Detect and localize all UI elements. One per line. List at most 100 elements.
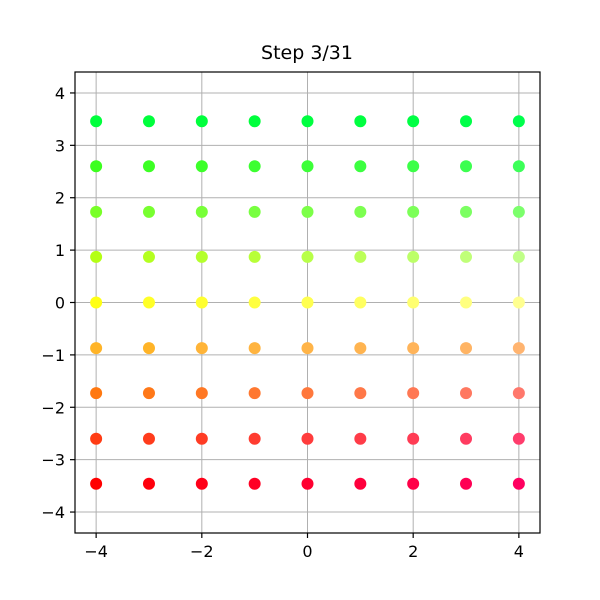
y-tick-label: −4 <box>41 503 65 522</box>
data-point <box>354 477 367 490</box>
data-point <box>407 296 420 309</box>
y-tick-label: −2 <box>41 398 65 417</box>
data-point <box>460 387 473 400</box>
data-point <box>301 115 314 128</box>
data-point <box>301 432 314 445</box>
x-tick-label: −4 <box>84 542 108 561</box>
data-point <box>407 205 420 218</box>
data-point <box>248 115 261 128</box>
data-point <box>142 477 155 490</box>
data-point <box>248 342 261 355</box>
data-point <box>407 250 420 263</box>
data-point <box>354 432 367 445</box>
data-point <box>512 205 525 218</box>
data-point <box>248 432 261 445</box>
data-point <box>142 115 155 128</box>
data-point <box>90 250 103 263</box>
y-tick-label: −3 <box>41 451 65 470</box>
data-point <box>142 432 155 445</box>
x-tick-label: 2 <box>408 542 418 561</box>
data-point <box>90 115 103 128</box>
y-axis: −4 −3 −2 −1 0 1 2 3 4 <box>41 84 75 522</box>
data-point <box>142 387 155 400</box>
x-tick-label: 0 <box>302 542 312 561</box>
data-point <box>248 205 261 218</box>
data-point <box>407 387 420 400</box>
data-point <box>142 205 155 218</box>
data-point <box>460 296 473 309</box>
data-point <box>90 342 103 355</box>
y-tick-label: 4 <box>55 84 65 103</box>
y-tick-label: 3 <box>55 136 65 155</box>
x-tick-label: 4 <box>514 542 524 561</box>
data-point <box>512 250 525 263</box>
data-point <box>248 387 261 400</box>
data-point <box>407 342 420 355</box>
data-point <box>90 296 103 309</box>
data-point <box>195 250 208 263</box>
data-point <box>90 432 103 445</box>
data-point <box>512 296 525 309</box>
data-point <box>460 342 473 355</box>
data-point <box>354 115 367 128</box>
data-point <box>195 387 208 400</box>
x-tick-label: −2 <box>190 542 214 561</box>
y-tick-label: 2 <box>55 189 65 208</box>
data-point <box>460 160 473 173</box>
data-point <box>460 205 473 218</box>
data-point <box>142 250 155 263</box>
data-point <box>460 432 473 445</box>
data-point <box>354 342 367 355</box>
data-point <box>301 296 314 309</box>
data-point <box>354 205 367 218</box>
data-point <box>142 296 155 309</box>
data-point <box>142 160 155 173</box>
data-point <box>407 160 420 173</box>
data-point <box>195 432 208 445</box>
y-tick-label: 0 <box>55 294 65 313</box>
data-point <box>301 387 314 400</box>
data-point <box>460 250 473 263</box>
data-point <box>407 115 420 128</box>
data-point <box>248 477 261 490</box>
data-point <box>195 477 208 490</box>
data-point <box>460 477 473 490</box>
data-point <box>301 160 314 173</box>
data-point <box>354 160 367 173</box>
data-point <box>195 115 208 128</box>
data-point <box>512 432 525 445</box>
data-point <box>301 477 314 490</box>
y-tick-label: 1 <box>55 241 65 260</box>
y-tick-label: −1 <box>41 346 65 365</box>
data-point <box>354 250 367 263</box>
data-point <box>512 342 525 355</box>
data-point <box>512 477 525 490</box>
data-point <box>301 250 314 263</box>
data-point <box>248 160 261 173</box>
data-point <box>142 342 155 355</box>
data-point <box>301 205 314 218</box>
data-point <box>354 296 367 309</box>
x-axis: −4 −2 0 2 4 <box>84 533 524 561</box>
data-point <box>512 387 525 400</box>
data-point <box>195 342 208 355</box>
data-point <box>195 296 208 309</box>
data-point <box>90 477 103 490</box>
data-points <box>90 115 525 490</box>
data-point <box>248 250 261 263</box>
data-point <box>512 115 525 128</box>
chart-title: Step 3/31 <box>261 42 353 64</box>
data-point <box>195 160 208 173</box>
data-point <box>407 477 420 490</box>
data-point <box>354 387 367 400</box>
data-point <box>90 160 103 173</box>
data-point <box>195 205 208 218</box>
data-point <box>460 115 473 128</box>
data-point <box>248 296 261 309</box>
data-point <box>90 205 103 218</box>
data-point <box>512 160 525 173</box>
data-point <box>407 432 420 445</box>
data-point <box>301 342 314 355</box>
data-point <box>90 387 103 400</box>
